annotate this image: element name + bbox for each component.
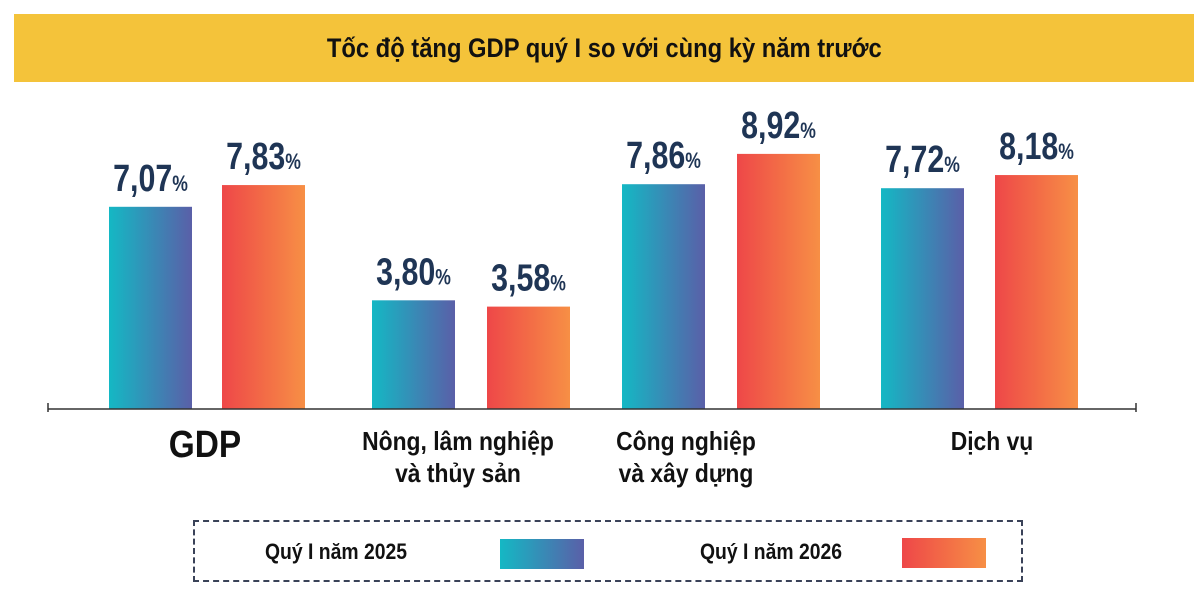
- title-bar: Tốc độ tăng GDP quý I so với cùng kỳ năm…: [14, 14, 1194, 82]
- category-label: Công nghiệp và xây dựng: [616, 428, 756, 489]
- data-label: 8,92%: [741, 105, 816, 147]
- bar: [222, 185, 305, 409]
- bar: [372, 300, 455, 409]
- data-label: 7,83%: [226, 136, 301, 178]
- data-label: 3,80%: [376, 251, 451, 293]
- bar: [737, 153, 820, 409]
- data-label: 7,86%: [626, 135, 701, 177]
- chart-title: Tốc độ tăng GDP quý I so với cùng kỳ năm…: [326, 32, 882, 63]
- legend-swatch-2026: [902, 538, 986, 568]
- bar: [487, 306, 570, 409]
- category-label: GDP: [169, 423, 241, 465]
- legend-label-2025: Quý I năm 2025: [265, 539, 408, 564]
- data-label: 3,58%: [491, 257, 566, 299]
- data-label: 8,18%: [999, 126, 1074, 168]
- bar: [881, 188, 964, 409]
- legend-label-2026: Quý I năm 2026: [700, 539, 843, 564]
- legend-swatch-2025: [500, 539, 584, 569]
- data-label: 7,72%: [885, 139, 960, 181]
- category-label: Dịch vụ: [951, 428, 1034, 457]
- category-label: Nông, lâm nghiệp và thủy sản: [362, 428, 554, 489]
- legend: Quý I năm 2025 Quý I năm 2026: [193, 520, 1023, 582]
- bar: [622, 184, 705, 409]
- data-label: 7,07%: [113, 158, 188, 200]
- bar: [995, 175, 1078, 409]
- bar: [109, 206, 192, 409]
